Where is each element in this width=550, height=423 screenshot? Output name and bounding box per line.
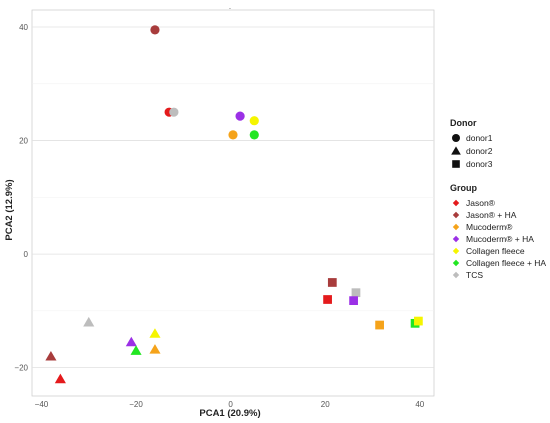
legend-key-donor2 — [451, 146, 461, 155]
data-points — [45, 25, 423, 384]
data-point — [149, 344, 161, 354]
legend-key-group — [452, 259, 460, 267]
data-point — [150, 25, 160, 35]
y-tick-label: −20 — [14, 364, 28, 373]
data-point — [149, 328, 161, 338]
legend-label-group: TCS — [466, 270, 483, 280]
data-point — [45, 350, 57, 361]
legend-key-group — [452, 235, 460, 243]
data-point — [249, 116, 259, 126]
donor-legend-title: Donor — [450, 118, 477, 128]
data-point — [375, 320, 384, 330]
y-tick-label: 20 — [19, 137, 28, 146]
legend-label-group: Jason® — [466, 198, 496, 208]
data-point — [169, 107, 179, 117]
data-point — [228, 130, 238, 140]
grid-lines — [32, 26, 434, 369]
y-axis-title: PCA2 (12.9%) — [4, 179, 15, 240]
legend-label-group: Mucoderm® + HA — [466, 234, 534, 244]
group-legend: Group Jason® Jason® + HA Mucoderm® Mucoderm… — [450, 183, 546, 280]
legend-label-group: Collagen fleece — [466, 246, 525, 256]
donor-legend: Donor donor1 donor2 donor3 — [450, 118, 493, 169]
data-point — [414, 316, 423, 326]
data-point — [249, 130, 259, 140]
data-point — [235, 111, 245, 121]
y-tick-labels: −20 0 20 40 — [14, 23, 28, 373]
legend-label-donor2: donor2 — [466, 146, 493, 156]
group-legend-title: Group — [450, 183, 477, 193]
x-axis-title: PCA1 (20.9%) — [199, 408, 260, 419]
data-point — [125, 336, 137, 347]
x-tick-label: 40 — [415, 400, 424, 409]
legend-key-group — [452, 271, 460, 279]
data-point — [351, 288, 361, 298]
legend-key-group — [452, 223, 460, 231]
legend-label-donor3: donor3 — [466, 159, 493, 169]
y-tick-label: 0 — [24, 250, 29, 259]
x-tick-label: −40 — [35, 400, 49, 409]
chart-title: . — [229, 2, 231, 11]
legend-key-donor1 — [452, 134, 460, 142]
y-tick-label: 40 — [19, 23, 28, 32]
data-point — [83, 316, 95, 327]
legend-key-group — [452, 247, 460, 255]
x-tick-label: 20 — [321, 400, 330, 409]
data-point — [323, 295, 332, 304]
legend-label-group: Collagen fleece + HA — [466, 258, 546, 268]
x-tick-label: 0 — [228, 400, 233, 409]
legend-label-donor1: donor1 — [466, 133, 493, 143]
data-point — [130, 345, 142, 355]
data-point — [327, 278, 337, 287]
legend-key-donor3 — [452, 160, 460, 168]
data-point — [349, 296, 358, 306]
x-tick-label: −20 — [129, 400, 143, 409]
x-tick-labels: −40 −20 0 20 40 — [35, 400, 425, 409]
data-point — [54, 373, 66, 384]
legend-key-group — [452, 199, 460, 207]
legend-key-group — [452, 211, 460, 219]
legend-label-group: Mucoderm® — [466, 222, 513, 232]
plot-background — [31, 9, 435, 397]
legend-label-group: Jason® + HA — [466, 210, 517, 220]
